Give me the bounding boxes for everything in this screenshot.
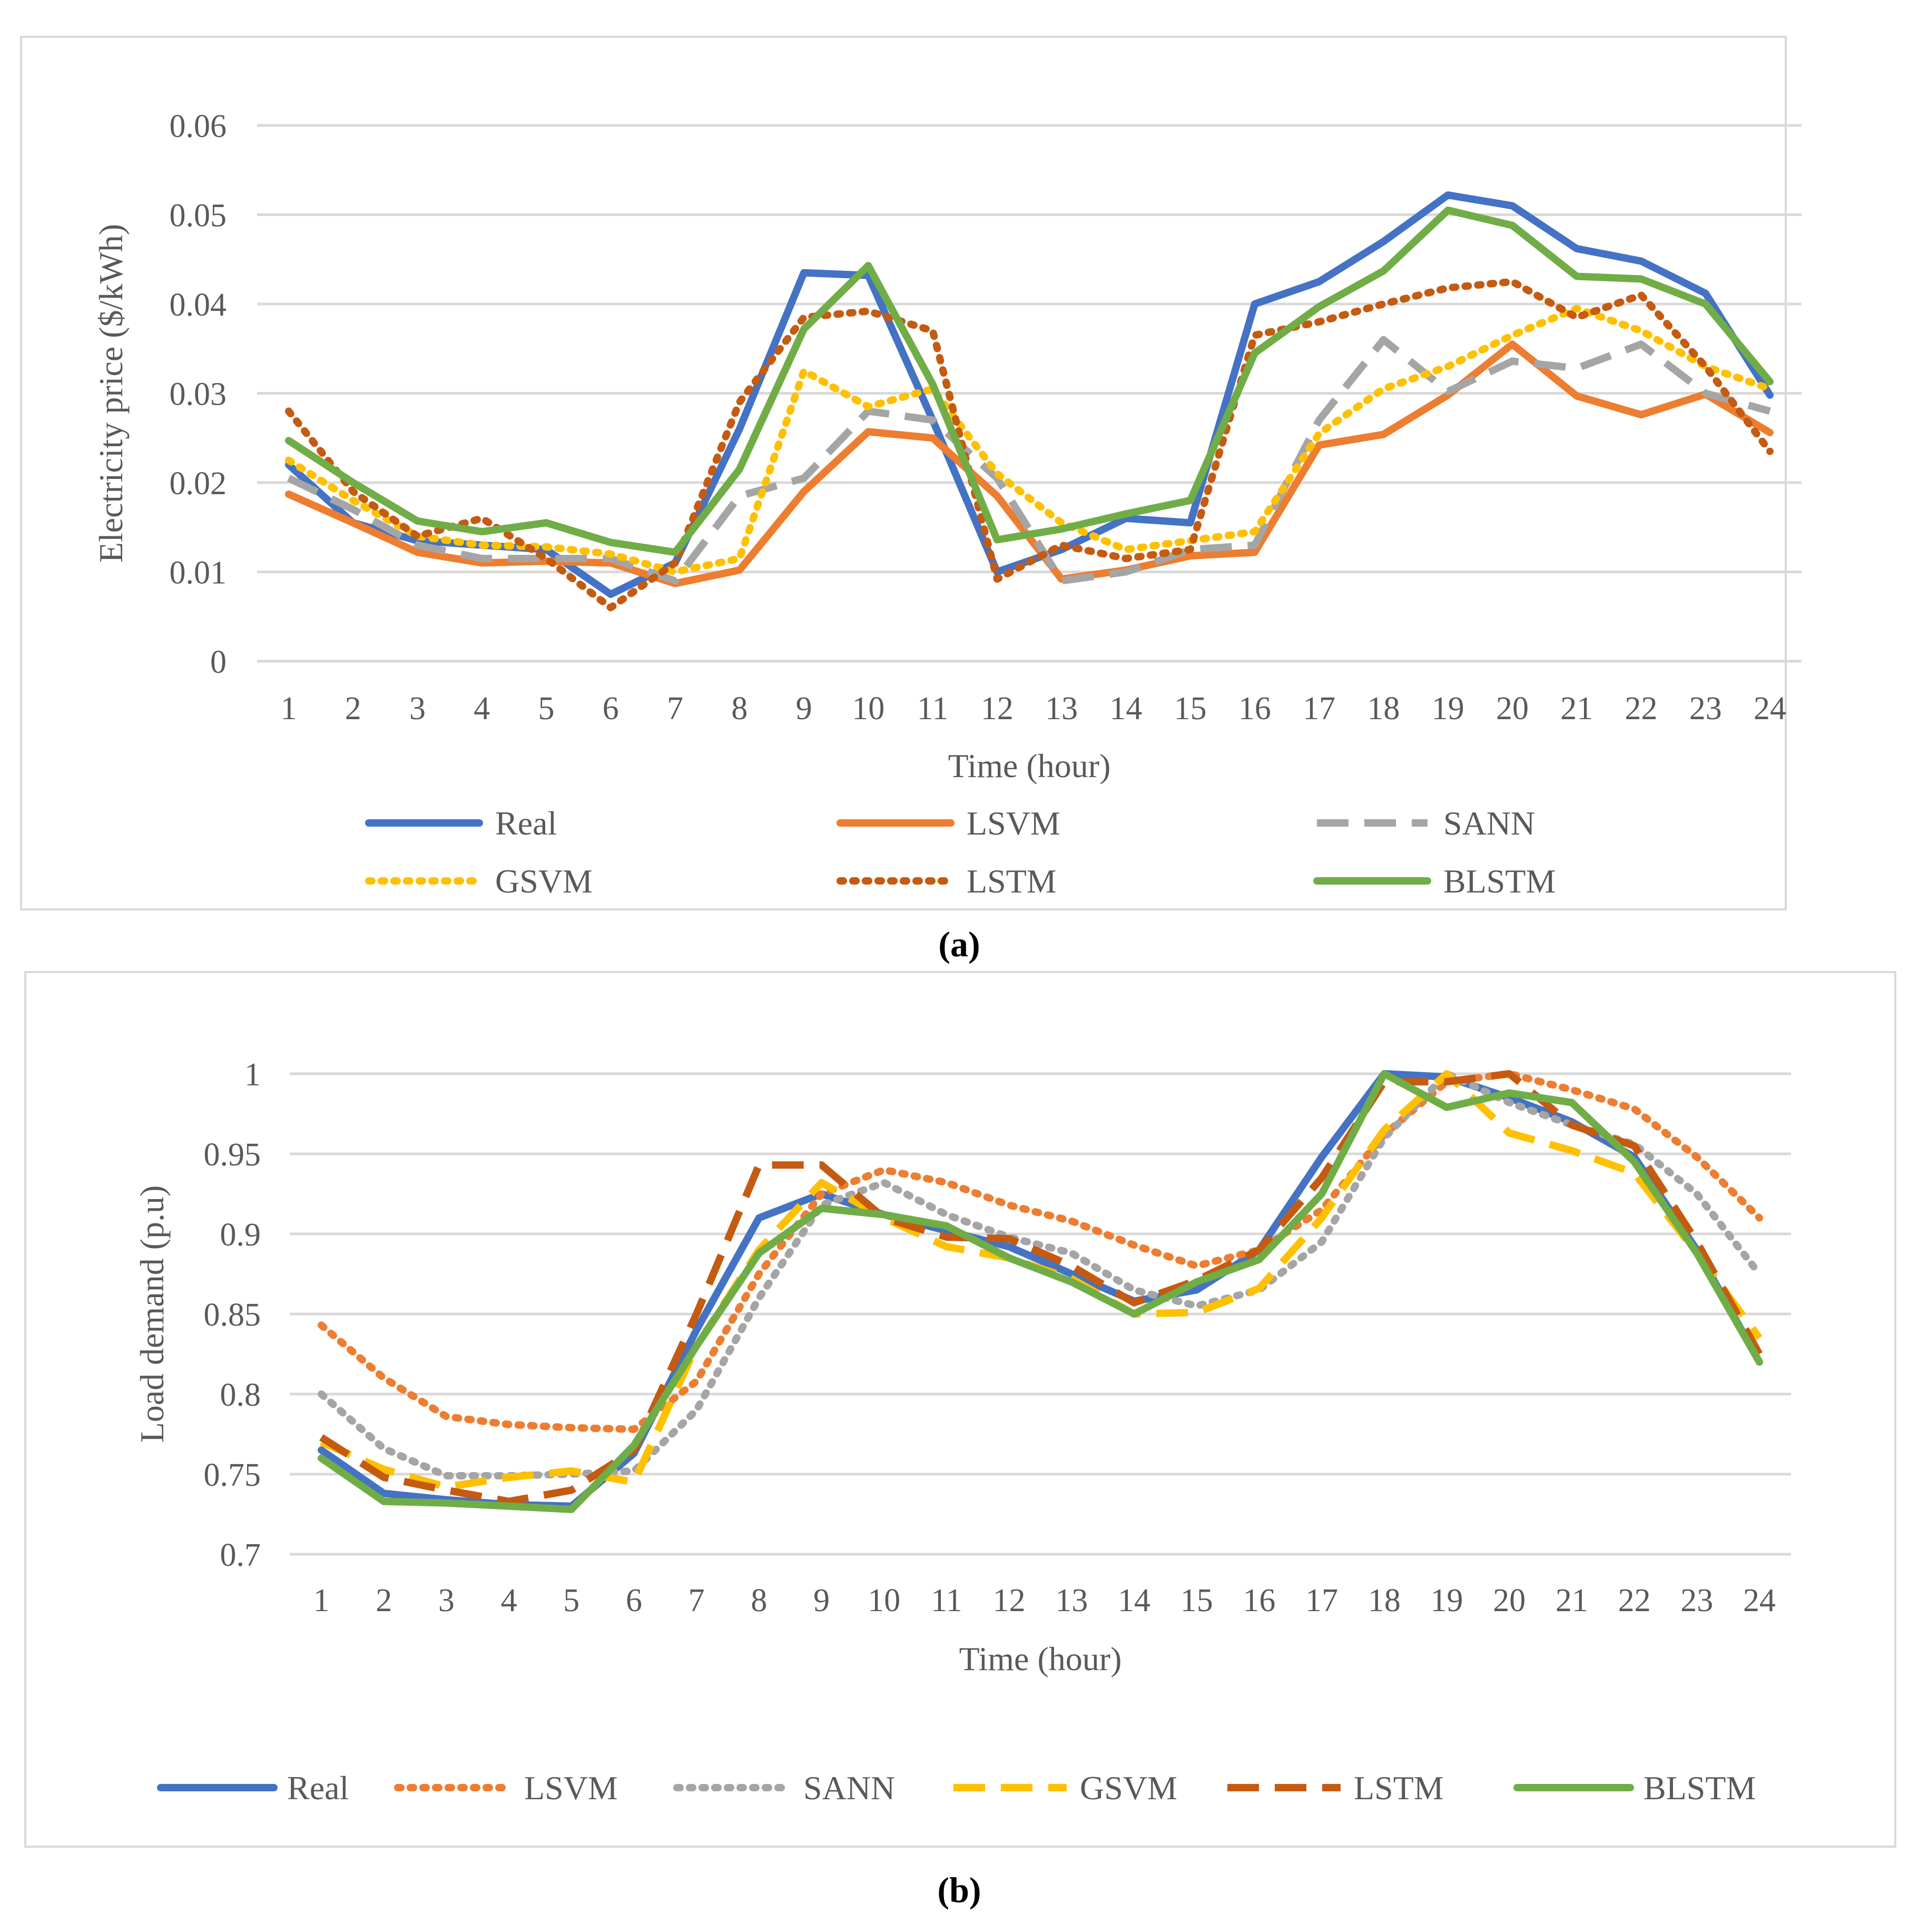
panel-b-x-tick-label: 9 (813, 1583, 830, 1619)
panel-b-legend-label-sann: SANN (803, 1769, 895, 1807)
panel-b-y-tick-label: 0.8 (220, 1377, 261, 1413)
panel-a-y-tick-label: 0.01 (170, 555, 227, 591)
panel-a-y-tick-label: 0.03 (170, 377, 227, 413)
panel-a-x-tick-label: 22 (1625, 691, 1657, 727)
panel-a-x-tick-label: 9 (796, 691, 812, 727)
panel-b-x-tick-label: 10 (868, 1583, 900, 1619)
panel-b-x-tick-label: 4 (501, 1583, 517, 1619)
panel-b-x-tick-label: 13 (1055, 1583, 1088, 1619)
panel-b-x-tick-label: 24 (1743, 1583, 1776, 1619)
panel-a-series-lstm (285, 278, 1774, 612)
panel-a-x-tick-label: 23 (1689, 691, 1722, 727)
panel-a-legend-label-blstm: BLSTM (1443, 862, 1556, 900)
panel-a-x-tick-label: 4 (474, 691, 490, 727)
panel-b-y-tick-label: 0.85 (204, 1297, 261, 1333)
panel-b-x-tick-label: 12 (993, 1583, 1026, 1619)
panel-a-y-tick-label: 0.06 (170, 109, 227, 144)
panel-b-series-blstm (318, 1070, 1763, 1513)
panel-a-legend: Real LSVM SANN GSVM LSTM BLSTM (365, 805, 1556, 900)
panel-b-x-tick-label: 11 (931, 1583, 962, 1619)
panel-b-x-tick-label: 20 (1493, 1583, 1526, 1619)
panel-b-series-lsvm (318, 1070, 1763, 1433)
panel-a-legend-label-sann: SANN (1443, 805, 1535, 842)
panel-a-x-tick-label: 12 (981, 691, 1013, 727)
panel-a-x-tick-label: 18 (1367, 691, 1400, 727)
panel-a-x-tick-label: 21 (1560, 691, 1593, 727)
panel-b-x-tick-label: 2 (376, 1583, 392, 1619)
panel-a-y-tick-label: 0 (210, 644, 227, 680)
panel-a-x-tick-label: 10 (852, 691, 884, 727)
panel-a-x-tick-label: 6 (603, 691, 619, 727)
panel-b-x-tick-label: 23 (1680, 1583, 1713, 1619)
panel-a-x-tick-label: 13 (1045, 691, 1078, 727)
panel-a-legend-label-real: Real (495, 805, 557, 842)
panel-a-series-gsvm (285, 305, 1774, 576)
panel-b-legend-label-real: Real (287, 1769, 349, 1807)
panel-a-x-tick-label: 2 (345, 691, 361, 727)
panel-b-y-tick-label: 1 (244, 1057, 261, 1093)
panel-a-x-tick-label: 17 (1303, 691, 1335, 727)
panel-b-y-tick-label: 0.75 (204, 1457, 261, 1493)
panel-a-legend-label-lsvm: LSVM (967, 805, 1060, 842)
panel-b-x-tick-label: 1 (313, 1583, 330, 1619)
panel-a-x-tick-label: 11 (917, 691, 949, 727)
panel-a-x-tick-label: 24 (1754, 691, 1786, 727)
panel-a-y-axis-label: Electricity price ($/kWh) (92, 224, 130, 563)
panel-b-legend-label-lstm: LSTM (1354, 1769, 1444, 1807)
panel-a-x-tick-label: 19 (1432, 691, 1464, 727)
panel-b-x-tick-label: 19 (1431, 1583, 1463, 1619)
panel-b-legend: Real LSVM SANN GSVM LSTM BLSTM (157, 1769, 1756, 1807)
panel-a-legend-label-lstm: LSTM (967, 862, 1057, 900)
panel-a-x-tick-label: 15 (1174, 691, 1207, 727)
panel-b-y-tick-label: 0.9 (220, 1217, 261, 1253)
panel-a-series-sann (287, 336, 1771, 585)
panel-a-x-axis-label: Time (hour) (948, 747, 1111, 784)
panel-a-x-tick-label: 5 (538, 691, 555, 727)
panel-a-x-tick-label: 7 (667, 691, 683, 727)
panel-b-x-tick-label: 17 (1305, 1583, 1338, 1619)
panel-b-x-tick-label: 6 (626, 1583, 642, 1619)
panel-b-x-tick-label: 15 (1180, 1583, 1213, 1619)
panel-a-x-tick-label: 8 (731, 691, 747, 727)
panel-b-x-tick-label: 3 (438, 1583, 455, 1619)
panel-a-x-tick-label: 3 (409, 691, 426, 727)
panel-b-x-tick-label: 8 (751, 1583, 767, 1619)
panel-b-x-axis-label: Time (hour) (959, 1640, 1122, 1678)
panel-b-x-tick-label: 7 (688, 1583, 705, 1619)
panel-b-x-tick-label: 5 (563, 1583, 579, 1619)
panel-a-x-tick-label: 1 (281, 691, 297, 727)
panel-b-x-tick-label: 21 (1556, 1583, 1588, 1619)
panel-b-x-tick-label: 22 (1618, 1583, 1651, 1619)
panel-b-y-axis-label: Load demand (p.u) (133, 1185, 171, 1443)
panel-b-y-tick-label: 0.7 (220, 1537, 261, 1573)
panel-a-series-blstm (285, 207, 1774, 556)
panel-a-y-tick-label: 0.05 (170, 198, 227, 234)
panel-b-x-tick-label: 18 (1368, 1583, 1401, 1619)
caption-a: (a) (938, 924, 980, 964)
panel-b-series-lstm (319, 1070, 1763, 1505)
panel-b-legend-label-gsvm: GSVM (1080, 1769, 1177, 1807)
panel-a-x-tick-label: 14 (1109, 691, 1142, 727)
panel-b-y-tick-label: 0.95 (204, 1137, 261, 1173)
panel-a-x-tick-label: 16 (1238, 691, 1271, 727)
panel-a-legend-label-gsvm: GSVM (495, 862, 593, 900)
panel-b-x-tick-label: 14 (1118, 1583, 1150, 1619)
panel-b-legend-label-blstm: BLSTM (1644, 1769, 1756, 1807)
panel-b-x-tick-label: 16 (1243, 1583, 1275, 1619)
panel-b-legend-label-lsvm: LSVM (524, 1769, 618, 1807)
panel-a-y-tick-label: 0.02 (170, 466, 227, 502)
panel-a-y-tick-label: 0.04 (170, 287, 227, 323)
panel-a-x-tick-label: 20 (1496, 691, 1529, 727)
panel-a-plot: 00.010.020.030.040.050.061 2 3 4 5 6 7 8 9 10 11 12… (92, 109, 1802, 784)
panel-a-frame (20, 36, 1787, 910)
caption-b: (b) (937, 1870, 981, 1910)
